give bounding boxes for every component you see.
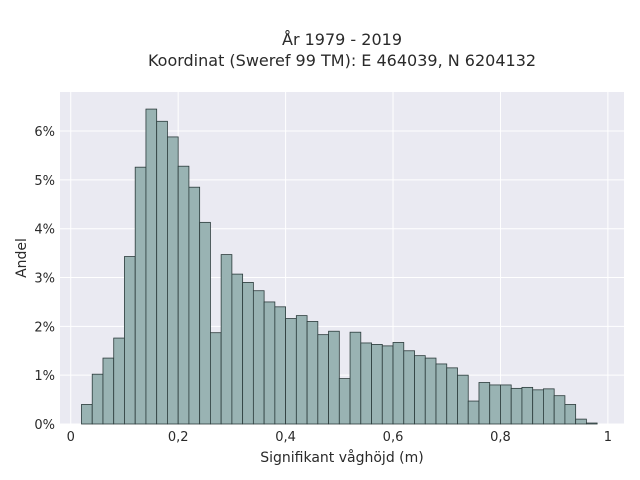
x-axis-label: Signifikant våghöjd (m) bbox=[260, 449, 423, 466]
histogram-bar bbox=[446, 367, 458, 425]
chart-subtitle: Koordinat (Sweref 99 TM): E 464039, N 62… bbox=[148, 51, 536, 70]
x-tick-label: 0 bbox=[67, 430, 75, 445]
histogram-bar bbox=[360, 342, 372, 425]
x-tick-label: 0,4 bbox=[275, 430, 296, 445]
histogram-bar bbox=[252, 290, 265, 425]
histogram-bar bbox=[317, 334, 329, 425]
chart-title: År 1979 - 2019 bbox=[282, 30, 402, 49]
histogram-bar bbox=[188, 186, 201, 425]
histogram-bar bbox=[371, 344, 383, 425]
histogram-bar bbox=[328, 330, 340, 425]
histogram-bar bbox=[209, 332, 222, 425]
histogram-bar bbox=[285, 318, 297, 425]
histogram-bar bbox=[403, 350, 415, 425]
histogram-bar bbox=[167, 136, 179, 425]
histogram-bar bbox=[521, 386, 534, 425]
histogram-bar bbox=[564, 404, 577, 425]
y-tick-label: 2% bbox=[34, 320, 55, 335]
y-tick-label: 3% bbox=[34, 272, 55, 287]
histogram-bar bbox=[543, 388, 555, 425]
histogram-bar bbox=[91, 373, 104, 425]
y-axis-label: Andel bbox=[14, 238, 30, 278]
histogram-bar bbox=[295, 315, 308, 425]
histogram-bar bbox=[392, 342, 405, 425]
histogram-bar bbox=[500, 384, 512, 425]
y-axis-ticks: 0% 1% 2% 3% 4% 5% 6% bbox=[34, 125, 55, 433]
histogram-bars bbox=[81, 108, 598, 425]
y-tick-label: 4% bbox=[34, 223, 55, 238]
histogram-bar bbox=[199, 221, 211, 425]
histogram-bar bbox=[457, 374, 469, 425]
histogram-bar bbox=[81, 404, 93, 425]
histogram-bar bbox=[532, 389, 544, 425]
y-tick-label: 5% bbox=[34, 174, 55, 189]
histogram-bar bbox=[156, 120, 168, 425]
histogram-bar bbox=[489, 384, 501, 425]
y-tick-label: 0% bbox=[34, 418, 55, 433]
x-tick-label: 0,6 bbox=[383, 430, 404, 445]
histogram-bar bbox=[338, 378, 351, 425]
histogram-bar bbox=[414, 355, 426, 425]
histogram-bar bbox=[381, 345, 394, 425]
histogram-bar bbox=[575, 418, 587, 425]
histogram-bar bbox=[510, 387, 523, 425]
histogram-bar bbox=[467, 400, 480, 425]
x-tick-label: 0,2 bbox=[168, 430, 189, 445]
histogram-bar bbox=[435, 363, 448, 425]
x-tick-label: 1 bbox=[604, 430, 612, 445]
histogram-bar bbox=[306, 321, 319, 425]
histogram-bar bbox=[349, 331, 362, 425]
y-tick-label: 1% bbox=[34, 369, 55, 384]
histogram-bar bbox=[274, 306, 287, 425]
histogram-bar bbox=[102, 357, 115, 425]
histogram-bar bbox=[263, 301, 276, 425]
histogram-bar bbox=[113, 337, 125, 425]
histogram-bar bbox=[134, 166, 147, 425]
y-tick-label: 6% bbox=[34, 125, 55, 140]
histogram-bar bbox=[478, 382, 491, 425]
histogram-bar bbox=[220, 254, 233, 425]
x-tick-label: 0,8 bbox=[490, 430, 511, 445]
histogram-bar bbox=[424, 357, 437, 425]
histogram-bar bbox=[145, 108, 158, 425]
x-axis-ticks: 0 0,2 0,4 0,6 0,8 1 bbox=[67, 430, 612, 445]
histogram-bar bbox=[231, 273, 244, 425]
histogram-bar bbox=[124, 256, 136, 425]
histogram-bar bbox=[242, 282, 254, 425]
histogram-bar bbox=[553, 395, 566, 425]
histogram-bar bbox=[586, 422, 598, 425]
histogram-bar bbox=[177, 165, 190, 425]
